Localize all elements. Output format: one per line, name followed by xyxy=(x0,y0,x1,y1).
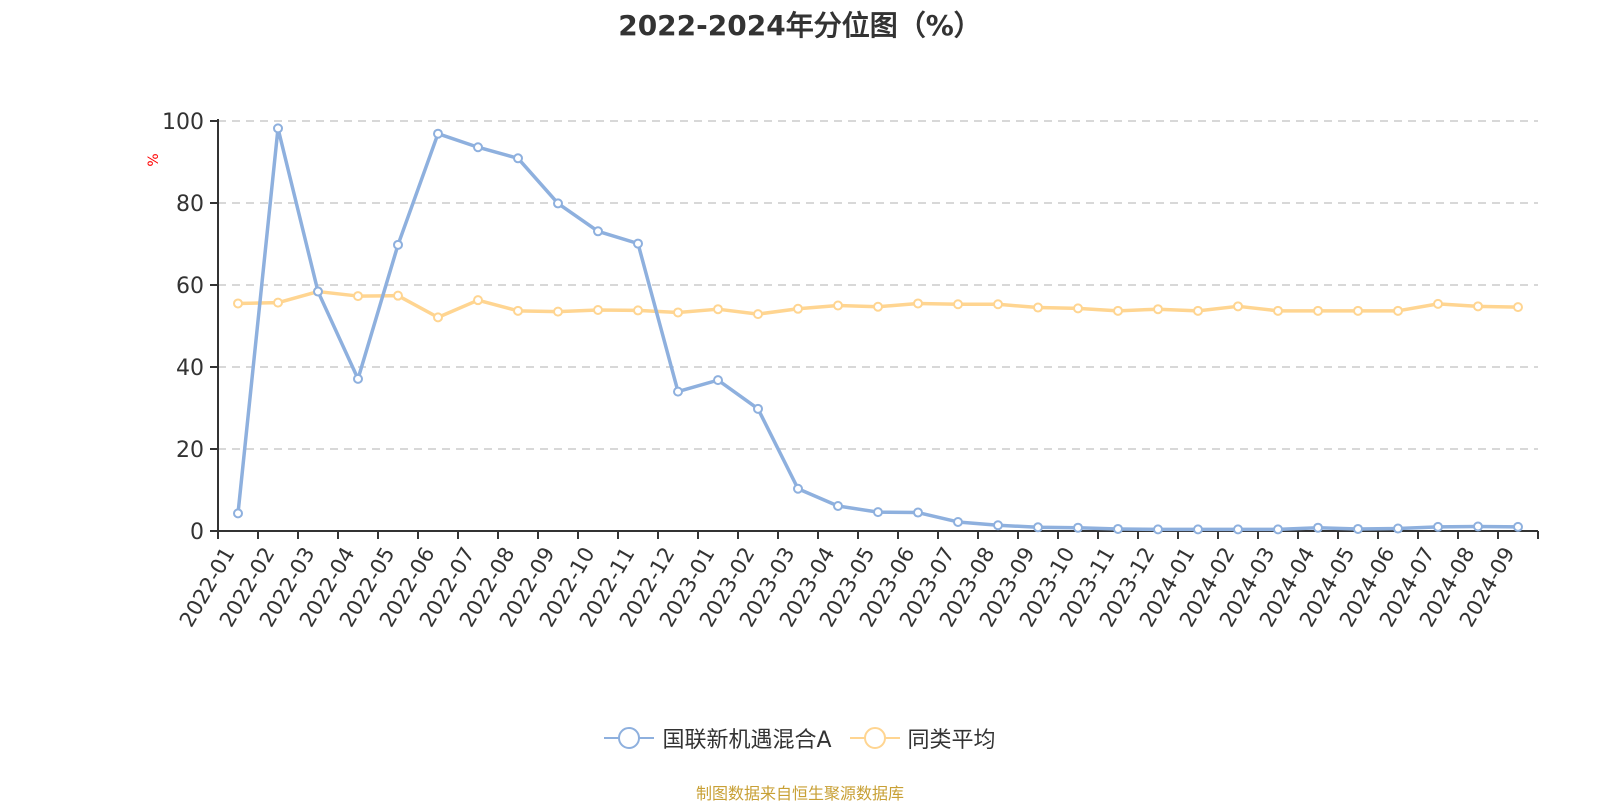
data-point[interactable] xyxy=(1513,521,1523,532)
data-point[interactable] xyxy=(1193,524,1203,535)
data-point[interactable] xyxy=(713,375,723,386)
data-point[interactable] xyxy=(1353,523,1363,534)
legend-line-circle-icon xyxy=(849,727,900,749)
data-point[interactable] xyxy=(473,295,483,306)
data-point[interactable] xyxy=(1193,305,1203,316)
data-point[interactable] xyxy=(353,373,363,384)
data-point[interactable] xyxy=(1393,305,1403,316)
data-point[interactable] xyxy=(1073,522,1083,533)
data-point[interactable] xyxy=(1233,301,1243,312)
y-tick-label: 60 xyxy=(176,274,204,299)
y-tick-label: 0 xyxy=(190,520,204,545)
gridlines xyxy=(218,120,1538,450)
data-point[interactable] xyxy=(1113,523,1123,534)
data-point[interactable] xyxy=(1153,524,1163,535)
y-tick-label: 40 xyxy=(176,356,204,381)
data-point[interactable] xyxy=(633,305,643,316)
data-point[interactable] xyxy=(393,290,403,301)
data-point[interactable] xyxy=(993,520,1003,531)
data-point[interactable] xyxy=(953,299,963,310)
data-point[interactable] xyxy=(1433,298,1443,309)
data-point[interactable] xyxy=(433,128,443,139)
data-point[interactable] xyxy=(1033,522,1043,533)
data-point[interactable] xyxy=(1273,305,1283,316)
data-point[interactable] xyxy=(873,507,883,518)
data-point[interactable] xyxy=(393,239,403,250)
data-point[interactable] xyxy=(1113,305,1123,316)
data-point[interactable] xyxy=(713,304,723,315)
data-point[interactable] xyxy=(753,309,763,320)
legend-line-circle-icon xyxy=(604,727,655,749)
data-point[interactable] xyxy=(433,312,443,323)
data-point[interactable] xyxy=(273,123,283,134)
x-axis: 2022-012022-022022-032022-042022-052022-… xyxy=(175,530,1539,631)
data-point[interactable] xyxy=(353,291,363,302)
data-point[interactable] xyxy=(233,508,243,519)
data-point[interactable] xyxy=(673,307,683,318)
data-point[interactable] xyxy=(1433,521,1443,532)
data-point[interactable] xyxy=(313,286,323,297)
y-axis: 0 20 40 60 80 100 xyxy=(162,110,219,545)
data-point[interactable] xyxy=(913,298,923,309)
data-point[interactable] xyxy=(633,238,643,249)
data-point[interactable] xyxy=(833,500,843,511)
data-point[interactable] xyxy=(1313,522,1323,533)
data-point[interactable] xyxy=(793,303,803,314)
legend-item-peer-average[interactable]: 同类平均 xyxy=(849,722,996,754)
data-point[interactable] xyxy=(1233,524,1243,535)
data-point[interactable] xyxy=(1473,521,1483,532)
data-point[interactable] xyxy=(1033,302,1043,313)
y-tick-label: 80 xyxy=(176,192,204,217)
data-point[interactable] xyxy=(1273,524,1283,535)
chart-title: 2022-2024年分位图（%） xyxy=(618,9,982,42)
data-point[interactable] xyxy=(233,298,243,309)
data-point[interactable] xyxy=(1073,303,1083,314)
data-point[interactable] xyxy=(273,297,283,308)
data-point[interactable] xyxy=(593,305,603,316)
data-point[interactable] xyxy=(673,386,683,397)
data-point[interactable] xyxy=(913,507,923,518)
y-tick-label: 100 xyxy=(162,110,204,135)
data-point[interactable] xyxy=(513,153,523,164)
data-point[interactable] xyxy=(513,305,523,316)
data-point[interactable] xyxy=(953,516,963,527)
data-point[interactable] xyxy=(1393,523,1403,534)
y-axis-label: % xyxy=(146,153,162,166)
y-tick-label: 20 xyxy=(176,438,204,463)
data-point[interactable] xyxy=(793,483,803,494)
series-lines xyxy=(233,123,1523,535)
legend-item-fund[interactable]: 国联新机遇混合A xyxy=(604,722,832,754)
legend-label: 国联新机遇混合A xyxy=(662,728,832,753)
data-point[interactable] xyxy=(553,306,563,317)
series-line xyxy=(236,126,1519,532)
data-point[interactable] xyxy=(833,300,843,311)
data-point[interactable] xyxy=(1473,301,1483,312)
data-point[interactable] xyxy=(593,226,603,237)
data-point[interactable] xyxy=(1153,304,1163,315)
data-point[interactable] xyxy=(753,403,763,414)
data-point[interactable] xyxy=(993,299,1003,310)
data-point[interactable] xyxy=(553,198,563,209)
data-source-note: 制图数据来自恒生聚源数据库 xyxy=(695,784,904,803)
data-point[interactable] xyxy=(473,142,483,153)
data-point[interactable] xyxy=(1353,305,1363,316)
data-point[interactable] xyxy=(1513,302,1523,313)
data-point[interactable] xyxy=(873,301,883,312)
data-point[interactable] xyxy=(1313,305,1323,316)
legend-label: 同类平均 xyxy=(907,728,996,753)
legend: 国联新机遇混合A 同类平均 xyxy=(0,722,1600,754)
